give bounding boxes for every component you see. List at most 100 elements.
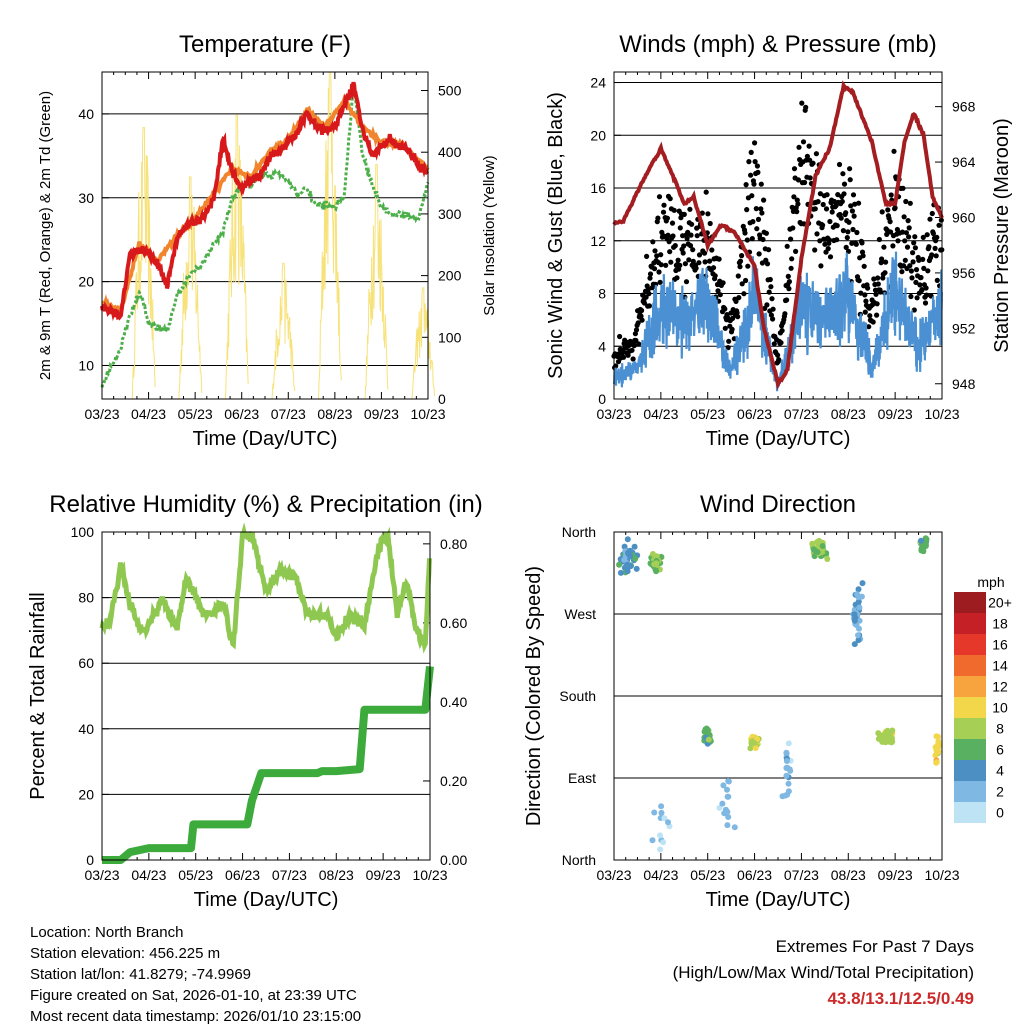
gust-point <box>938 217 944 223</box>
x-tick-label: 10/23 <box>410 406 445 422</box>
gust-point <box>820 222 826 228</box>
plot-frame <box>101 531 431 861</box>
solar-peak <box>178 176 203 400</box>
location-text: Location: North Branch <box>30 924 184 941</box>
y-tick-label: 10 <box>78 357 94 373</box>
gust-point <box>647 271 654 277</box>
pressure-line <box>612 80 944 390</box>
direction-point <box>785 780 792 787</box>
gust-point <box>715 288 721 294</box>
x-tick-label: 06/23 <box>225 867 260 883</box>
gust-point <box>865 285 871 291</box>
created-text: Figure created on Sat, 2026-01-10, at 23… <box>30 987 357 1004</box>
gust-point <box>836 161 843 168</box>
gust-point <box>647 275 653 281</box>
gust-point <box>630 356 636 362</box>
gust-point <box>914 295 920 301</box>
direction-point <box>661 815 668 822</box>
x-tick-label: 08/23 <box>317 406 352 422</box>
x-tick-label: 10/23 <box>924 406 959 422</box>
gust-point <box>786 286 792 292</box>
direction-point <box>855 594 862 601</box>
gust-point <box>794 197 800 203</box>
gust-point <box>750 219 756 225</box>
gust-point <box>764 261 771 267</box>
legend-title: mph <box>977 574 1004 590</box>
gust-point <box>812 206 818 212</box>
gust-point <box>840 171 846 177</box>
gust-point <box>754 226 760 232</box>
gust-point <box>745 263 751 269</box>
gust-point <box>936 222 942 228</box>
y2-tick-label: 500 <box>438 83 462 99</box>
gust-point <box>696 260 702 266</box>
direction-point <box>922 541 929 547</box>
direction-point <box>855 586 862 593</box>
direction-point <box>810 546 817 553</box>
y2-tick-label: 0.00 <box>440 852 467 868</box>
gust-point <box>770 306 776 312</box>
gust-point <box>638 313 644 319</box>
gust-point <box>813 151 820 157</box>
gust-point <box>677 225 683 231</box>
y-tick-label: North <box>562 524 596 540</box>
x-axis: 03/23 04/23 05/23 06/23 07/23 08/23 09/23 10/23 <box>84 532 448 883</box>
gust-point <box>674 275 680 281</box>
dewpoint-line <box>100 82 430 388</box>
legend-swatch <box>954 718 986 739</box>
gust-point <box>790 225 796 231</box>
gust-point <box>675 257 681 263</box>
direction-point <box>935 733 941 740</box>
gust-point <box>858 290 864 296</box>
gust-point <box>902 238 908 244</box>
direction-point <box>617 569 624 576</box>
gust-point <box>901 214 907 220</box>
gust-point <box>874 312 880 318</box>
extremes-values: 43.8/13.1/12.5/0.49 <box>827 989 974 1008</box>
gust-point <box>911 307 917 313</box>
gust-point <box>658 252 664 258</box>
gust-point <box>927 216 933 222</box>
gust-point <box>911 240 917 246</box>
gust-point <box>726 338 732 344</box>
gust-point <box>929 210 935 217</box>
direction-point <box>856 604 863 611</box>
recent-text: Most recent data timestamp: 2026/01/10 2… <box>30 1008 362 1025</box>
gust-point <box>840 228 847 234</box>
gust-point <box>850 226 856 233</box>
direction-point <box>653 560 660 567</box>
gust-point <box>860 253 866 259</box>
gust-point <box>766 247 772 253</box>
gust-point <box>841 191 847 197</box>
gust-point <box>789 256 795 262</box>
gust-point <box>712 273 718 279</box>
gust-point <box>705 211 711 217</box>
gust-point <box>788 236 794 242</box>
legend-swatch <box>954 676 986 697</box>
gust-point <box>879 256 885 262</box>
gust-point <box>710 265 717 271</box>
x-tick-label: 05/23 <box>690 867 725 883</box>
gust-point <box>856 278 862 284</box>
gust-point <box>688 232 694 238</box>
x-tick-label: 03/23 <box>84 867 119 883</box>
x-axis: 03/23 04/23 05/23 06/23 07/23 08/23 09/23 10/23 <box>84 72 446 422</box>
gust-point <box>621 354 627 360</box>
solar-peak <box>224 114 249 400</box>
direction-point <box>885 730 892 737</box>
x-tick-label: 07/23 <box>272 867 307 883</box>
y2-tick-label: 964 <box>952 154 976 170</box>
wind-line <box>612 251 943 392</box>
x-tick-label: 03/23 <box>596 406 631 422</box>
direction-points <box>616 535 942 853</box>
direction-point <box>724 786 730 793</box>
gust-point <box>668 259 674 265</box>
gust-point <box>899 229 906 235</box>
gust-point <box>744 207 750 213</box>
y-tick-label: 24 <box>590 75 606 91</box>
gust-point <box>753 206 759 212</box>
gust-point <box>660 209 667 215</box>
gust-point <box>827 218 833 225</box>
gust-point <box>870 319 876 325</box>
